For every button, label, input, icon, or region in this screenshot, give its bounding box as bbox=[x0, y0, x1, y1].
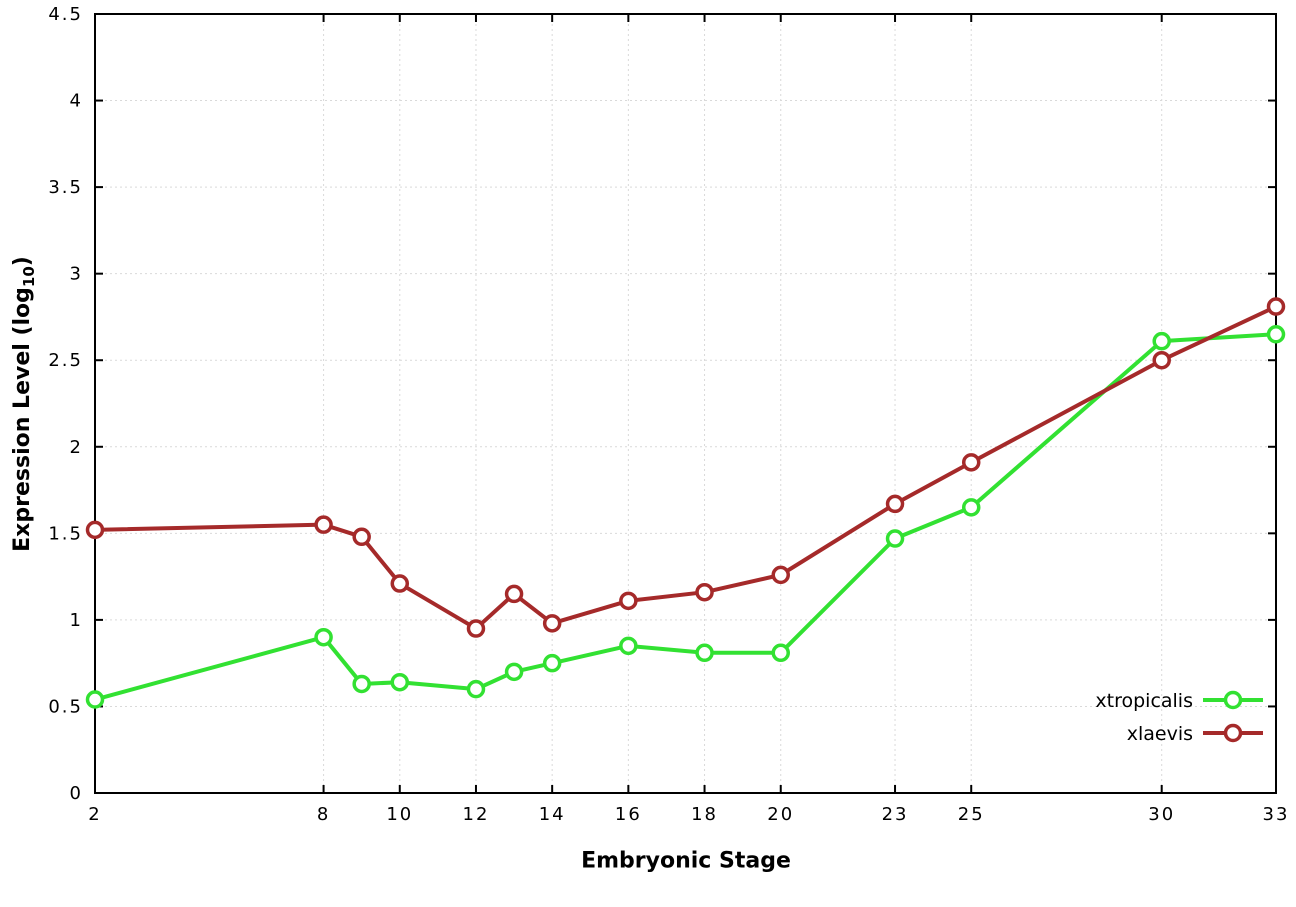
data-point bbox=[542, 614, 562, 633]
x-tick-label: 12 bbox=[463, 804, 490, 825]
x-tick-label: 30 bbox=[1148, 804, 1175, 825]
data-point bbox=[619, 636, 638, 656]
legend: xtropicalis xlaevis bbox=[1095, 690, 1263, 745]
legend-label-xlaevis: xlaevis bbox=[1127, 723, 1193, 745]
data-point bbox=[771, 565, 790, 585]
x-tick-label: 20 bbox=[767, 804, 794, 825]
data-point bbox=[352, 674, 371, 694]
x-tick-label: 18 bbox=[691, 804, 718, 825]
y-tick-label: 2.5 bbox=[48, 350, 83, 371]
data-point bbox=[619, 591, 638, 611]
plot-border bbox=[94, 13, 1277, 794]
data-point bbox=[390, 574, 410, 593]
data-point bbox=[466, 679, 486, 699]
data-point bbox=[85, 520, 105, 540]
series-line bbox=[93, 304, 1278, 631]
data-point bbox=[695, 643, 714, 663]
y-axis-title: Expression Level (log10) bbox=[10, 256, 38, 552]
data-point bbox=[961, 498, 981, 517]
y-tick-label: 2 bbox=[70, 437, 83, 458]
grid bbox=[94, 13, 1277, 794]
legend-marker-sample bbox=[1223, 690, 1243, 710]
data-point bbox=[85, 690, 105, 709]
x-tick-label: 33 bbox=[1263, 804, 1290, 825]
series-xlaevis bbox=[85, 297, 1286, 638]
x-tick-label: 16 bbox=[615, 804, 642, 825]
x-tick-label: 10 bbox=[386, 804, 413, 825]
data-point bbox=[885, 529, 905, 548]
data-point bbox=[352, 527, 371, 547]
data-point bbox=[1266, 325, 1286, 344]
y-tick-label: 4.5 bbox=[48, 4, 83, 25]
data-point bbox=[504, 662, 524, 682]
data-point bbox=[771, 643, 790, 663]
legend-label-xtropicalis: xtropicalis bbox=[1095, 690, 1193, 712]
data-point bbox=[695, 582, 714, 602]
y-tick-label: 1.5 bbox=[48, 523, 83, 544]
legend-marker-sample bbox=[1223, 723, 1243, 743]
data-point bbox=[542, 653, 562, 673]
y-tick-label: 3 bbox=[70, 264, 83, 285]
data-point bbox=[504, 584, 524, 604]
series-line bbox=[93, 332, 1278, 702]
series-xtropicalis bbox=[85, 325, 1286, 709]
x-tick-label: 8 bbox=[317, 804, 330, 825]
data-point bbox=[390, 672, 410, 692]
data-point bbox=[961, 453, 981, 472]
x-tick-label: 14 bbox=[539, 804, 566, 825]
y-tick-label: 0.5 bbox=[48, 696, 83, 717]
y-tick-label: 0 bbox=[70, 783, 83, 804]
y-tick-label: 1 bbox=[70, 610, 83, 631]
data-point bbox=[1266, 297, 1286, 316]
y-tick-label: 3.5 bbox=[48, 177, 83, 198]
data-point bbox=[314, 627, 333, 647]
data-point bbox=[1152, 350, 1171, 370]
x-tick-label: 25 bbox=[958, 804, 985, 825]
x-tick-label: 23 bbox=[882, 804, 909, 825]
x-tick-label: 2 bbox=[88, 804, 101, 825]
y-axis-title-close: ) bbox=[9, 256, 35, 267]
y-axis-title-text: Expression Level (log bbox=[9, 287, 35, 552]
axis-tick-marks bbox=[94, 13, 1277, 794]
data-point bbox=[885, 494, 905, 514]
y-axis-title-subscript: 10 bbox=[20, 266, 39, 288]
data-point bbox=[314, 515, 333, 534]
data-point bbox=[1152, 331, 1171, 351]
data-point bbox=[466, 619, 486, 638]
x-axis-title: Embryonic Stage bbox=[581, 848, 791, 874]
y-tick-label: 4 bbox=[70, 91, 83, 112]
